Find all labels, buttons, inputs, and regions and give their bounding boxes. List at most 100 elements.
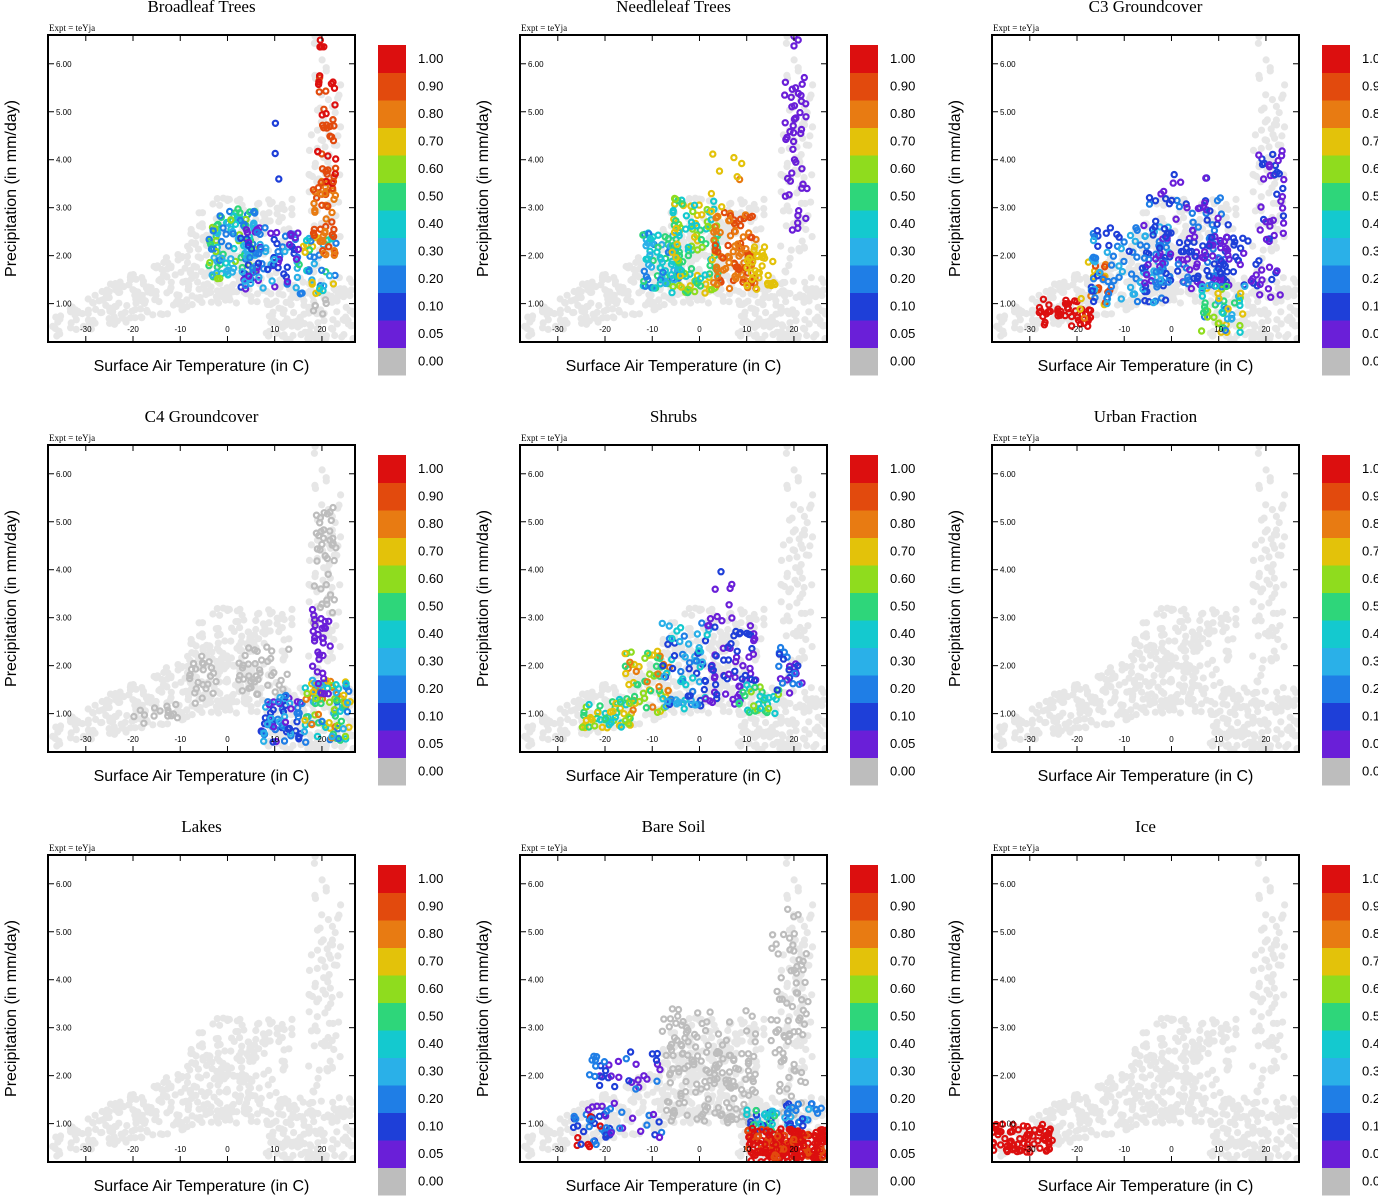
data-point	[676, 266, 685, 274]
data-point	[259, 737, 268, 745]
background-point	[311, 481, 319, 489]
data-point	[316, 284, 324, 293]
background-point	[252, 616, 260, 625]
background-point	[336, 123, 345, 131]
background-point	[1180, 214, 1188, 222]
data-point	[324, 202, 332, 210]
data-point	[1224, 251, 1232, 259]
background-point	[772, 320, 780, 328]
data-point	[677, 283, 686, 291]
background-point	[330, 551, 338, 559]
x-tick-label: 10	[270, 735, 279, 744]
background-point	[1254, 39, 1262, 47]
data-point	[1247, 277, 1255, 285]
data-point	[1088, 287, 1096, 295]
colorbar-label: 0.70	[890, 133, 915, 148]
background-point	[197, 254, 205, 262]
data-point	[311, 711, 319, 719]
colorbar-segment	[378, 45, 406, 73]
data-point	[763, 279, 772, 287]
background-point	[229, 280, 237, 289]
data-point	[269, 723, 278, 731]
x-tick-label: 0	[1169, 325, 1174, 334]
background-point	[781, 743, 789, 751]
background-point	[777, 242, 785, 250]
background-point	[749, 614, 757, 622]
data-point	[319, 310, 327, 318]
data-point	[1210, 260, 1218, 268]
data-point	[1151, 278, 1160, 287]
data-point	[256, 230, 264, 238]
data-point	[292, 283, 300, 292]
data-point	[1214, 214, 1222, 222]
data-point	[1239, 234, 1247, 242]
background-point	[752, 716, 760, 724]
background-point	[186, 246, 194, 254]
data-point	[1077, 294, 1085, 303]
data-point	[246, 253, 254, 262]
data-point	[207, 245, 216, 253]
background-point	[198, 223, 207, 231]
colorbar-label: 0.00	[418, 763, 443, 778]
data-point	[294, 245, 302, 254]
background-point	[203, 280, 212, 288]
background-point	[1049, 288, 1057, 296]
data-point	[782, 135, 790, 144]
data-point	[1120, 238, 1128, 246]
data-point	[790, 42, 798, 50]
background-point	[279, 655, 287, 663]
data-point	[328, 732, 336, 741]
background-point	[819, 286, 827, 294]
experiment-label: Expt = teYja	[49, 433, 95, 443]
colorbar-segment	[850, 127, 878, 156]
data-point	[263, 720, 272, 728]
background-point	[551, 732, 560, 740]
background-point	[590, 311, 598, 320]
data-point	[644, 255, 652, 263]
data-point	[1161, 194, 1170, 203]
background-point	[790, 501, 798, 509]
data-point	[236, 216, 244, 225]
background-point	[217, 654, 225, 662]
background-point	[1262, 91, 1270, 99]
data-point	[326, 642, 334, 650]
data-point	[1257, 203, 1265, 211]
background-point	[1160, 201, 1168, 209]
background-point	[134, 698, 142, 706]
y-tick-label: 5.00	[56, 108, 72, 117]
data-point	[713, 280, 721, 289]
background-point	[1100, 310, 1109, 318]
background-point	[152, 697, 160, 706]
background-point	[782, 268, 790, 276]
background-point	[89, 316, 97, 324]
data-point	[1267, 293, 1275, 301]
background-point	[1266, 67, 1274, 75]
background-point	[808, 123, 817, 131]
colorbar-label: 1.00	[1362, 51, 1378, 66]
data-point	[1054, 312, 1062, 320]
data-point	[267, 647, 276, 655]
data-point	[1183, 203, 1191, 212]
data-point	[661, 279, 670, 288]
data-point	[1265, 163, 1274, 171]
background-point	[1078, 288, 1086, 296]
background-point	[783, 35, 791, 40]
background-point	[273, 210, 281, 218]
background-point	[188, 711, 196, 719]
data-point	[1046, 307, 1055, 316]
background-point	[747, 290, 755, 298]
data-point	[1198, 286, 1206, 295]
data-point	[1190, 274, 1198, 283]
background-point	[739, 728, 747, 737]
x-tick-label: 20	[317, 325, 326, 334]
data-point	[325, 271, 334, 280]
background-point	[155, 686, 163, 695]
background-point	[84, 310, 92, 318]
data-point	[1159, 187, 1168, 196]
background-point	[797, 199, 805, 207]
data-point	[1198, 282, 1206, 291]
colorbar-segment	[378, 100, 406, 128]
background-point	[1265, 189, 1273, 197]
y-tick-label: 5.00	[528, 108, 544, 117]
